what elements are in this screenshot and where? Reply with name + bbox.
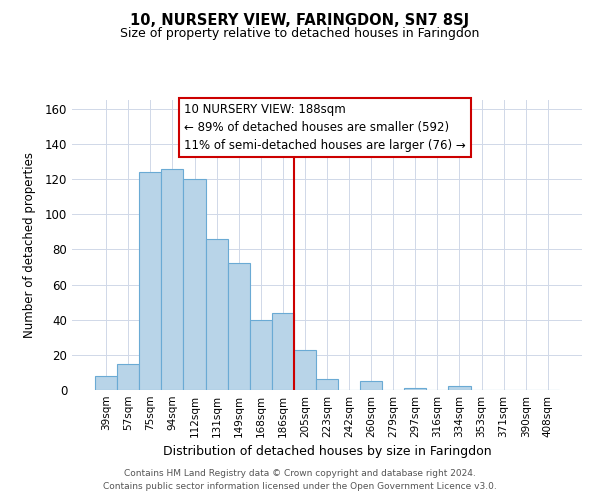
Y-axis label: Number of detached properties: Number of detached properties — [23, 152, 37, 338]
Text: Contains public sector information licensed under the Open Government Licence v3: Contains public sector information licen… — [103, 482, 497, 491]
Bar — [250, 320, 272, 390]
Bar — [184, 179, 206, 390]
Text: Size of property relative to detached houses in Faringdon: Size of property relative to detached ho… — [121, 28, 479, 40]
Bar — [117, 364, 139, 390]
Bar — [139, 172, 161, 390]
Bar — [294, 350, 316, 390]
Bar — [360, 381, 382, 390]
Text: 10, NURSERY VIEW, FARINGDON, SN7 8SJ: 10, NURSERY VIEW, FARINGDON, SN7 8SJ — [130, 12, 470, 28]
Text: Contains HM Land Registry data © Crown copyright and database right 2024.: Contains HM Land Registry data © Crown c… — [124, 468, 476, 477]
Bar — [206, 239, 227, 390]
Bar — [316, 380, 338, 390]
Bar — [404, 388, 427, 390]
Bar — [95, 376, 117, 390]
Bar — [272, 312, 294, 390]
Bar — [448, 386, 470, 390]
Bar — [227, 264, 250, 390]
Bar — [161, 168, 184, 390]
Text: 10 NURSERY VIEW: 188sqm
← 89% of detached houses are smaller (592)
11% of semi-d: 10 NURSERY VIEW: 188sqm ← 89% of detache… — [184, 103, 466, 152]
X-axis label: Distribution of detached houses by size in Faringdon: Distribution of detached houses by size … — [163, 446, 491, 458]
